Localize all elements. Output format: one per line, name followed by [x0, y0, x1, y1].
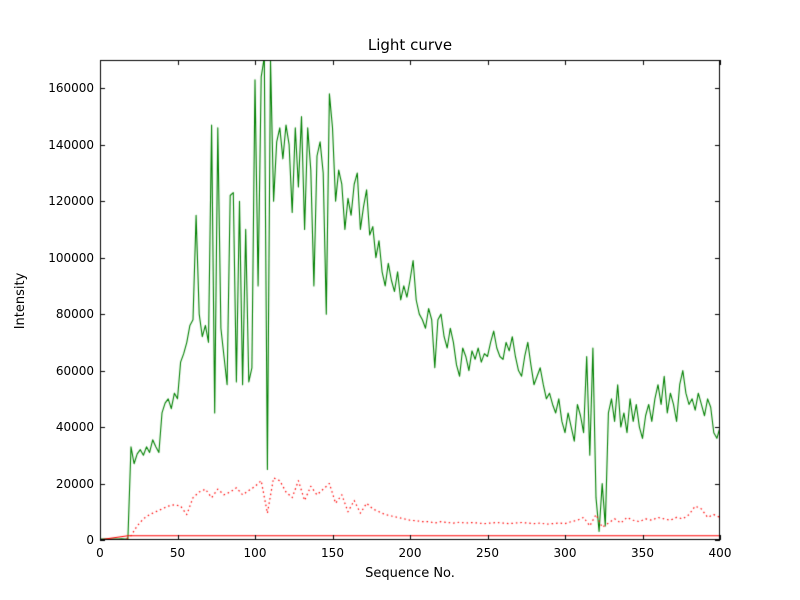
chart-title: Light curve [367, 36, 453, 54]
y-tick-label: 80000 [55, 307, 94, 322]
y-tick-label: 60000 [55, 363, 94, 378]
y-tick-label: 160000 [48, 81, 94, 96]
y-tick-label: 0 [86, 533, 94, 547]
y-tick-label: 120000 [48, 194, 94, 209]
x-tick-label: 400 [708, 546, 732, 560]
x-tick-label: 100 [243, 546, 267, 560]
y-tick-label: 140000 [48, 137, 94, 152]
x-tick-label: 350 [631, 546, 654, 560]
x-tick-label: 300 [553, 546, 577, 560]
y-tick-label: 100000 [48, 250, 94, 265]
y-tick-label: 40000 [55, 420, 94, 435]
x-tick-label: 150 [321, 546, 344, 560]
x-tick-label: 0 [96, 546, 104, 560]
x-tick-label: 50 [169, 546, 186, 560]
y-tick-label: 20000 [55, 476, 94, 491]
x-tick-label: 250 [476, 546, 499, 560]
x-axis-label: Sequence No. [365, 566, 455, 581]
x-tick-label: 200 [398, 546, 422, 560]
